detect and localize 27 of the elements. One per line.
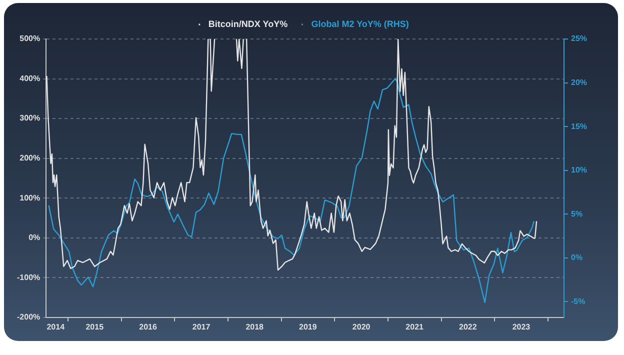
x-tick-label: 2022 [459,322,478,332]
y-tick-label: 100% [20,193,40,202]
x-tick-label: 2019 [299,322,318,332]
x-tick-label: 2018 [246,322,264,332]
y-tick-label: -100% [17,272,40,282]
y-tick-label: 0% [28,233,40,242]
y2-tick-label: 20% [570,78,588,87]
y2-tick-label: 15% [570,122,588,131]
y2-tick-label: 25% [570,34,588,44]
legend-label: Bitcoin/NDX YoY% [208,18,288,29]
y2-tick-label: 5% [570,209,583,218]
y2-tick-label: 10% [570,166,588,175]
y-tick-label: 300% [20,114,40,123]
x-tick-label: 2017 [192,322,211,332]
x-tick-label: 2023 [512,322,531,332]
x-tick-label: 2016 [139,322,158,332]
y-tick-label: 400% [20,74,40,83]
y2-tick-label: 0% [570,253,583,262]
y-tick-label: 500% [20,34,40,44]
y2-tick-label: -5% [570,296,586,306]
legend-label: Global M2 YoY% (RHS) [311,18,409,29]
x-tick-label: 2021 [406,322,424,332]
y-tick-label: -200% [17,312,40,322]
x-tick-label: 2015 [86,322,104,332]
y-tick-label: 200% [20,154,40,163]
x-tick-label: 2014 [46,322,66,332]
x-tick-label: 2020 [352,322,371,332]
